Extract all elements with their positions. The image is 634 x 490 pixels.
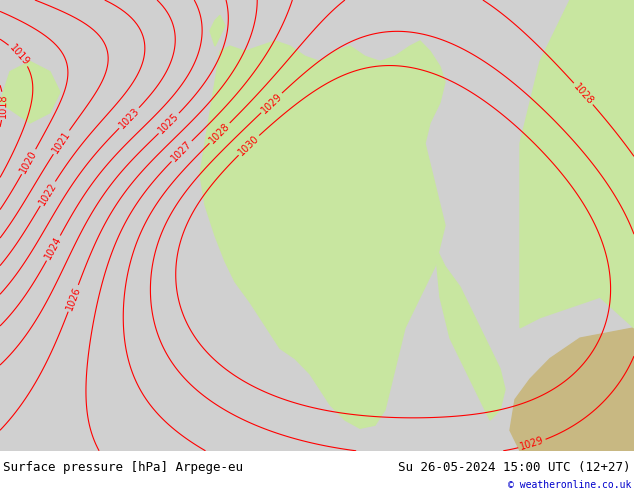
Text: 1028: 1028	[207, 121, 232, 146]
Text: 1022: 1022	[37, 180, 58, 207]
Text: 1029: 1029	[259, 91, 284, 115]
Text: 1026: 1026	[64, 285, 82, 312]
Text: 1020: 1020	[18, 148, 39, 175]
Text: 1019: 1019	[7, 43, 31, 67]
Polygon shape	[0, 61, 60, 123]
Text: 1018: 1018	[0, 94, 8, 118]
Text: 1024: 1024	[43, 235, 64, 261]
Text: Su 26-05-2024 15:00 UTC (12+27): Su 26-05-2024 15:00 UTC (12+27)	[399, 461, 631, 474]
Polygon shape	[210, 15, 225, 46]
Text: © weatheronline.co.uk: © weatheronline.co.uk	[508, 480, 631, 490]
Polygon shape	[520, 0, 634, 328]
Text: 1029: 1029	[519, 436, 545, 452]
Text: Surface pressure [hPa] Arpege-eu: Surface pressure [hPa] Arpege-eu	[3, 461, 243, 474]
Text: 1025: 1025	[157, 111, 181, 136]
Polygon shape	[200, 41, 445, 428]
Text: 1028: 1028	[571, 81, 595, 106]
Text: 1021: 1021	[50, 129, 72, 155]
Text: 1030: 1030	[236, 133, 261, 157]
Text: 1027: 1027	[169, 139, 194, 164]
Text: 1023: 1023	[117, 106, 141, 130]
Polygon shape	[510, 328, 634, 451]
Polygon shape	[435, 246, 505, 420]
